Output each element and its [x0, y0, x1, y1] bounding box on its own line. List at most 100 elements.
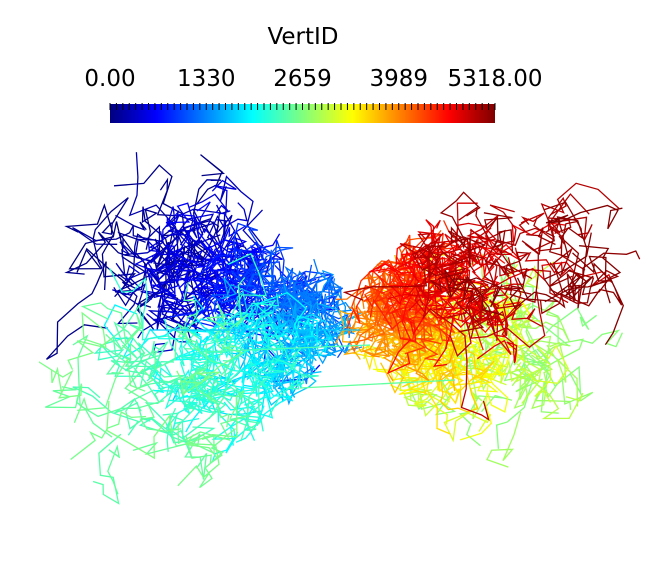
mesh-polyline — [268, 364, 319, 417]
mesh-polyline — [105, 341, 177, 375]
mesh-polyline — [390, 337, 428, 364]
mesh-polyline — [543, 232, 594, 299]
mesh-polyline — [112, 276, 147, 311]
colorbar-tick-label: 5318.00 — [447, 66, 542, 92]
mesh-polyline — [200, 239, 243, 281]
mesh-polyline — [271, 303, 303, 335]
mesh-polyline — [520, 332, 552, 403]
mesh-polyline — [399, 233, 440, 267]
mesh-polyline — [180, 277, 215, 320]
mesh-polyline — [294, 269, 335, 323]
mesh-polyline — [67, 311, 113, 370]
mesh-polyline — [319, 315, 339, 352]
mesh-polyline — [119, 225, 170, 307]
mesh-polyline — [73, 357, 146, 423]
colorbar-ticks — [109, 103, 496, 110]
mesh-polyline — [192, 295, 245, 349]
mesh-polyline — [224, 258, 246, 295]
mesh-polyline — [266, 342, 302, 376]
mesh-polyline — [529, 348, 583, 397]
mesh-polyline — [106, 400, 173, 460]
mesh-polyline — [210, 284, 275, 315]
mesh-polyline — [258, 261, 298, 290]
mesh-polyline — [282, 287, 319, 309]
mesh-polyline — [436, 263, 454, 293]
mesh-polyline — [492, 359, 527, 386]
mesh-polyline — [512, 302, 536, 337]
mesh-polyline — [225, 276, 249, 333]
mesh-polyline — [397, 219, 435, 269]
mesh-polyline — [518, 212, 545, 233]
mesh-polyline — [322, 340, 363, 357]
mesh-polyline — [349, 316, 394, 353]
mesh-polyline — [520, 298, 570, 342]
mesh-polyline — [510, 267, 543, 327]
mesh-polyline — [80, 302, 143, 351]
mesh-polyline — [150, 272, 176, 298]
mesh-polyline — [486, 411, 522, 468]
mesh-polyline — [107, 444, 121, 495]
mesh-polyline — [516, 304, 584, 373]
mesh-polyline — [134, 252, 203, 316]
mesh-polyline — [109, 267, 181, 344]
mesh-polyline — [185, 389, 245, 459]
mesh-polyline — [254, 314, 300, 345]
mesh-polyline — [147, 264, 190, 317]
mesh-polyline — [479, 350, 512, 381]
mesh-polyline — [176, 370, 221, 395]
mesh-polyline — [513, 335, 555, 409]
mesh-polyline — [209, 225, 246, 318]
mesh-polyline — [304, 283, 320, 314]
mesh-polyline — [342, 267, 467, 301]
mesh-polyline — [182, 372, 230, 428]
mesh-polyline — [243, 239, 285, 282]
mesh-polyline — [138, 391, 217, 458]
mesh-polyline — [447, 226, 471, 268]
mesh-polyline — [266, 258, 303, 300]
mesh-polyline — [413, 309, 439, 339]
mesh-polyline — [246, 291, 307, 338]
mesh-polyline — [171, 215, 227, 258]
mesh-polyline — [301, 277, 343, 301]
mesh-polyline — [177, 415, 248, 445]
mesh-polyline — [556, 288, 623, 309]
mesh-polyline — [72, 386, 140, 436]
mesh-polyline — [341, 327, 408, 360]
mesh-polyline — [299, 379, 456, 389]
mesh-polyline — [222, 342, 248, 385]
mesh-polyline — [487, 250, 525, 292]
mesh-polyline — [177, 434, 220, 487]
mesh-polyline — [405, 328, 456, 361]
mesh-polyline — [175, 260, 201, 302]
mesh-polyline — [144, 378, 216, 444]
mesh-polyline — [179, 361, 237, 412]
mesh-polyline — [213, 301, 259, 361]
mesh-polyline — [293, 305, 331, 333]
mesh-polyline — [181, 383, 221, 413]
mesh-polyline — [199, 344, 371, 353]
mesh-polyline — [509, 277, 559, 310]
mesh-polyline — [115, 241, 165, 284]
mesh-polyline — [473, 353, 507, 385]
mesh-polyline — [579, 329, 623, 348]
mesh-polyline — [193, 210, 233, 260]
mesh-polyline — [502, 251, 532, 295]
mesh-polyline — [537, 220, 578, 252]
mesh-polyline — [38, 361, 83, 399]
mesh-polyline — [438, 287, 484, 324]
mesh-polyline — [444, 270, 503, 308]
mesh-polyline — [235, 393, 274, 443]
mesh-polyline — [501, 296, 518, 364]
mesh-polyline — [68, 221, 148, 274]
mesh-polyline — [124, 368, 182, 432]
mesh-polyline — [110, 360, 166, 402]
mesh-polyline — [449, 254, 496, 285]
mesh-polyline — [137, 267, 187, 339]
mesh-polyline — [179, 344, 244, 384]
mesh-polyline — [429, 308, 490, 421]
mesh-polyline — [550, 269, 620, 304]
mesh-polyline — [468, 290, 546, 349]
mesh-polyline — [533, 182, 620, 242]
colorbar-tick-label: 1330 — [177, 66, 236, 92]
